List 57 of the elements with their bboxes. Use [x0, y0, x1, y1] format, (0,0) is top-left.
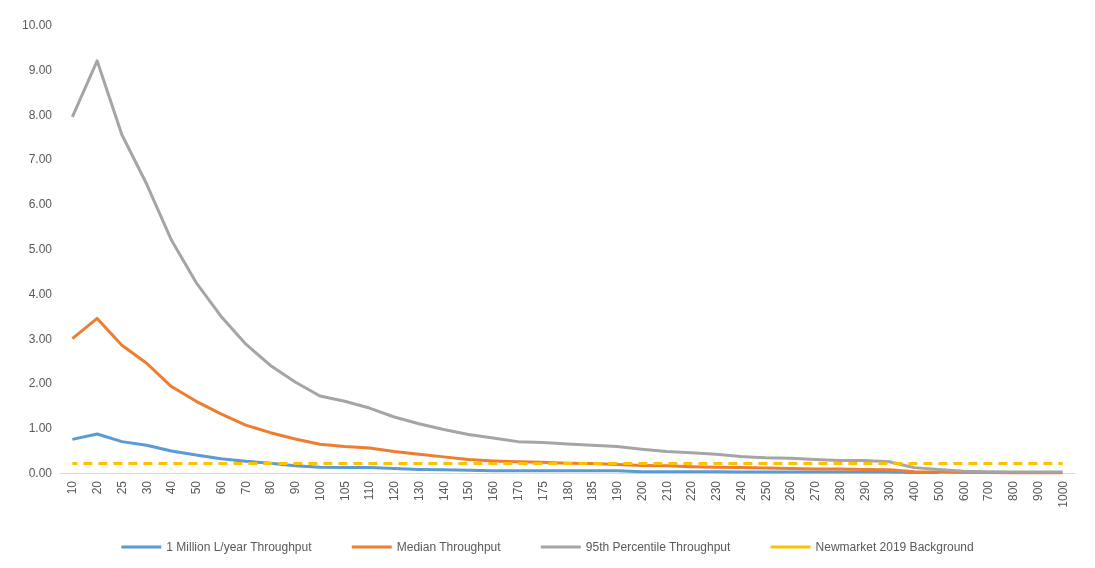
x-tick-label: 150: [461, 480, 476, 502]
x-tick-label: 60: [213, 480, 228, 495]
x-tick-label: 600: [956, 480, 971, 502]
x-tick-label: 30: [139, 480, 154, 495]
x-tick-label: 120: [387, 480, 402, 502]
y-tick-label: 4.00: [28, 286, 53, 301]
y-tick-label: 10.00: [21, 18, 53, 32]
x-tick-label: 80: [263, 480, 278, 495]
x-tick-label: 700: [981, 480, 996, 502]
x-tick-label: 270: [808, 480, 823, 502]
x-tick-label: 50: [189, 480, 204, 495]
x-tick-label: 130: [411, 480, 426, 502]
y-tick-label: 9.00: [28, 62, 53, 77]
x-tick-label: 260: [783, 480, 798, 502]
x-tick-label: 250: [758, 480, 773, 502]
x-tick-label: 110: [362, 480, 377, 501]
x-tick-label: 20: [90, 480, 105, 495]
x-tick-label: 170: [510, 480, 525, 502]
legend-label: 95th Percentile Throughput: [585, 540, 732, 554]
x-tick-label: 500: [931, 480, 946, 502]
x-tick-label: 280: [832, 480, 847, 502]
x-tick-label: 800: [1006, 480, 1021, 502]
x-tick-label: 400: [907, 480, 922, 502]
y-tick-label: 8.00: [28, 107, 53, 122]
y-tick-label: 1.00: [28, 421, 53, 436]
x-tick-label: 180: [560, 480, 575, 502]
x-tick-label: 175: [535, 480, 550, 502]
y-tick-label: 6.00: [28, 197, 53, 212]
y-tick-label: 7.00: [28, 152, 53, 167]
x-tick-label: 230: [709, 480, 724, 502]
legend-label: Newmarket 2019 Background: [815, 540, 974, 554]
x-tick-label: 105: [337, 480, 352, 502]
x-tick-label: 210: [659, 480, 674, 502]
x-tick-label: 200: [634, 480, 649, 502]
legend-label: Median Throughput: [396, 540, 502, 554]
x-tick-label: 300: [882, 480, 897, 502]
x-tick-label: 25: [114, 480, 129, 495]
x-tick-label: 1000: [1055, 480, 1070, 508]
x-tick-label: 240: [733, 480, 748, 502]
x-tick-label: 90: [288, 480, 303, 495]
x-tick-label: 900: [1030, 480, 1045, 502]
x-tick-label: 290: [857, 480, 872, 502]
y-tick-label: 3.00: [28, 331, 53, 346]
line-series: [70, 59, 1065, 474]
x-tick-label: 185: [585, 480, 600, 502]
x-tick-label: 10: [65, 480, 80, 495]
x-tick-label: 140: [436, 480, 451, 502]
x-tick-label: 160: [486, 480, 501, 502]
y-tick-label: 0.00: [28, 466, 53, 480]
y-tick-label: 5.00: [28, 242, 53, 256]
y-tick-label: 2.00: [28, 376, 53, 391]
legend-label: 1 Million L/year Throughput: [166, 540, 313, 554]
x-tick-label: 70: [238, 480, 253, 495]
x-tick-label: 190: [610, 480, 625, 502]
x-tick-label: 100: [312, 480, 327, 502]
x-tick-label: 40: [164, 480, 179, 495]
x-tick-label: 220: [684, 480, 699, 502]
